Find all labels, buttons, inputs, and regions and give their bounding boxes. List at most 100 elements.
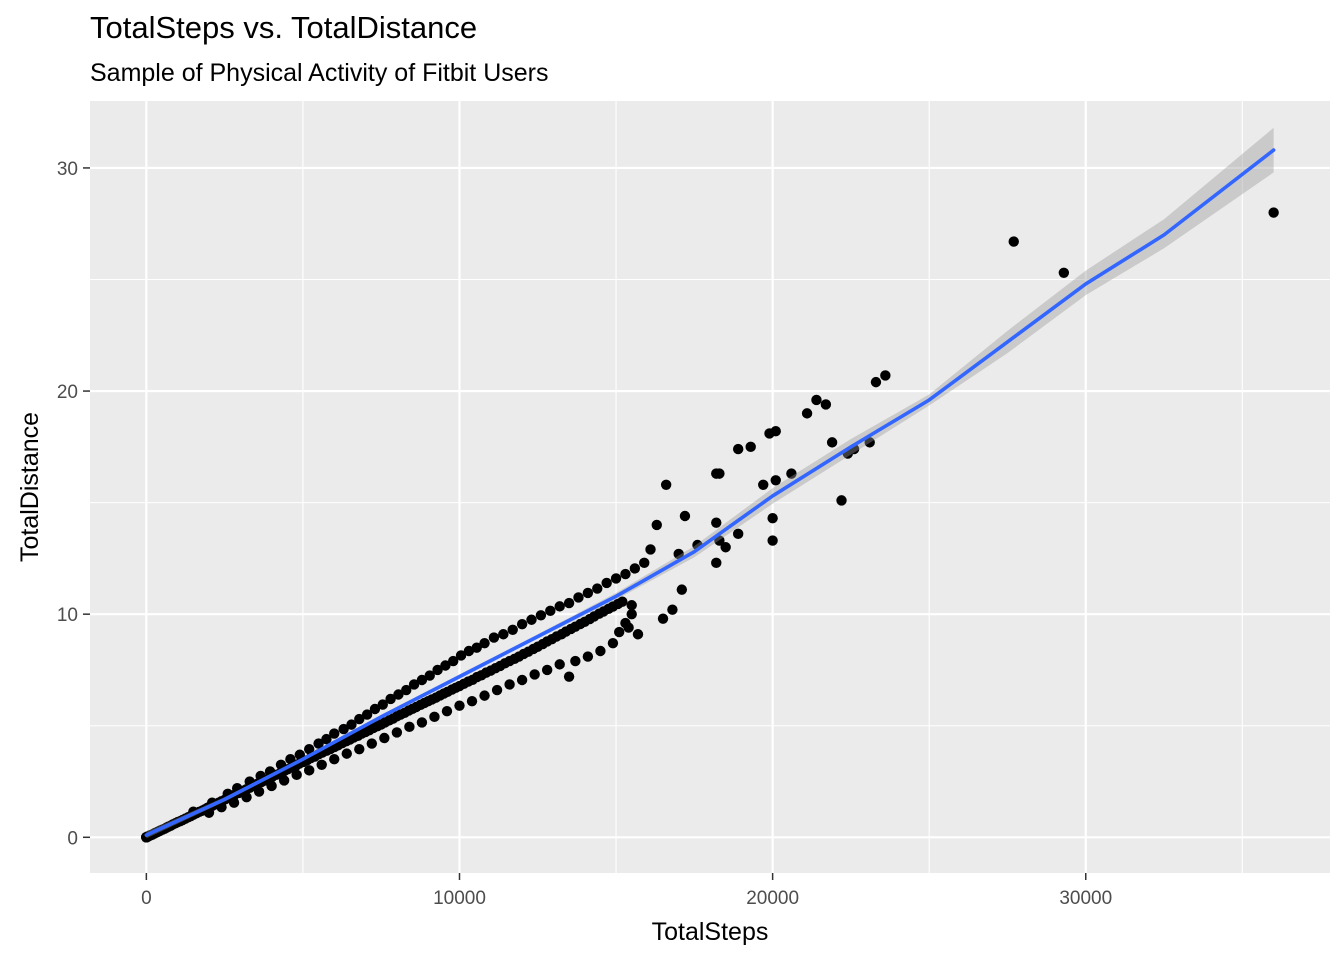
data-point [479,637,490,649]
data-point [253,786,265,797]
data-point [864,437,875,448]
data-point [463,645,475,657]
data-point [266,780,277,792]
data-point [563,597,575,609]
data-point [361,709,373,720]
data-point [582,587,594,599]
data-point [526,614,537,625]
data-point [623,622,634,633]
data-point [369,703,381,715]
data-point [629,563,641,574]
data-point [676,584,688,595]
data-point [601,577,612,589]
grid-minor [90,101,1330,873]
data-point [498,629,509,640]
data-point [278,775,290,786]
data-point [820,399,832,410]
data-point [613,626,625,638]
data-point [329,728,340,739]
data-point [1058,267,1070,279]
data-point [610,573,622,584]
data-point [570,655,581,667]
data-point [285,754,296,765]
data-point [667,604,678,615]
y-tick-label: 30 [57,159,78,180]
data-point [441,706,453,717]
data-point [1008,236,1019,247]
smooth-line [144,148,1276,837]
data-point [393,689,404,700]
y-tick-label: 0 [67,828,78,849]
data-point [786,468,797,479]
data-point [416,674,428,686]
data-point [391,727,403,738]
data-point [216,801,227,813]
data-point [732,528,744,540]
data-point [836,495,847,506]
data-point [479,690,490,701]
data-point [429,711,440,723]
data-point [711,517,722,528]
data-point [504,679,515,690]
data-point [770,475,781,486]
data-point [408,679,420,690]
data-point [554,601,565,612]
data-point [801,408,813,419]
data-point [313,738,324,749]
y-axis-label: TotalDistance [16,412,44,562]
data-point [545,605,556,617]
data-point [507,624,518,635]
data-point [1268,207,1279,218]
data-point [592,583,603,594]
data-point [471,642,482,653]
data-point [455,650,467,661]
data-point [660,479,672,490]
chart-title: TotalSteps vs. TotalDistance [90,10,478,45]
data-point [870,376,882,388]
data-point [303,743,315,755]
data-point [346,719,357,730]
data-point [758,479,769,490]
data-point [341,748,352,759]
data-point [291,769,302,781]
grid-major [90,101,1330,873]
data-point [880,370,891,381]
data-point [632,629,644,640]
data-point [379,732,390,744]
data-point [241,791,252,803]
data-point [329,754,340,765]
data-point [466,695,478,707]
data-point [582,651,594,662]
data-point [826,437,838,448]
data-point [714,535,725,546]
data-point [377,699,388,710]
data-point [711,557,722,569]
x-tick-label: 0 [141,888,152,909]
data-point [366,738,378,749]
data-point [714,468,725,479]
y-tick-label: 20 [57,382,78,403]
data-point [811,394,822,406]
chart-subtitle: Sample of Physical Activity of Fitbit Us… [90,59,549,87]
data-point [529,669,540,680]
x-axis: 0 10000 20000 30000 [141,873,1112,909]
data-point [541,664,553,676]
data-point [454,700,465,711]
data-point [767,535,778,546]
data-point [385,693,396,705]
data-point [626,608,637,620]
data-point [673,548,684,560]
data-point [563,671,575,682]
data-point [573,592,584,603]
data-point [767,513,778,524]
data-point [432,664,443,676]
data-point [535,610,547,621]
data-point [424,670,435,681]
data-point [416,717,428,728]
panel-background [90,101,1330,873]
x-tick-label: 20000 [746,888,799,909]
data-point [679,510,691,522]
data-point [516,619,528,630]
